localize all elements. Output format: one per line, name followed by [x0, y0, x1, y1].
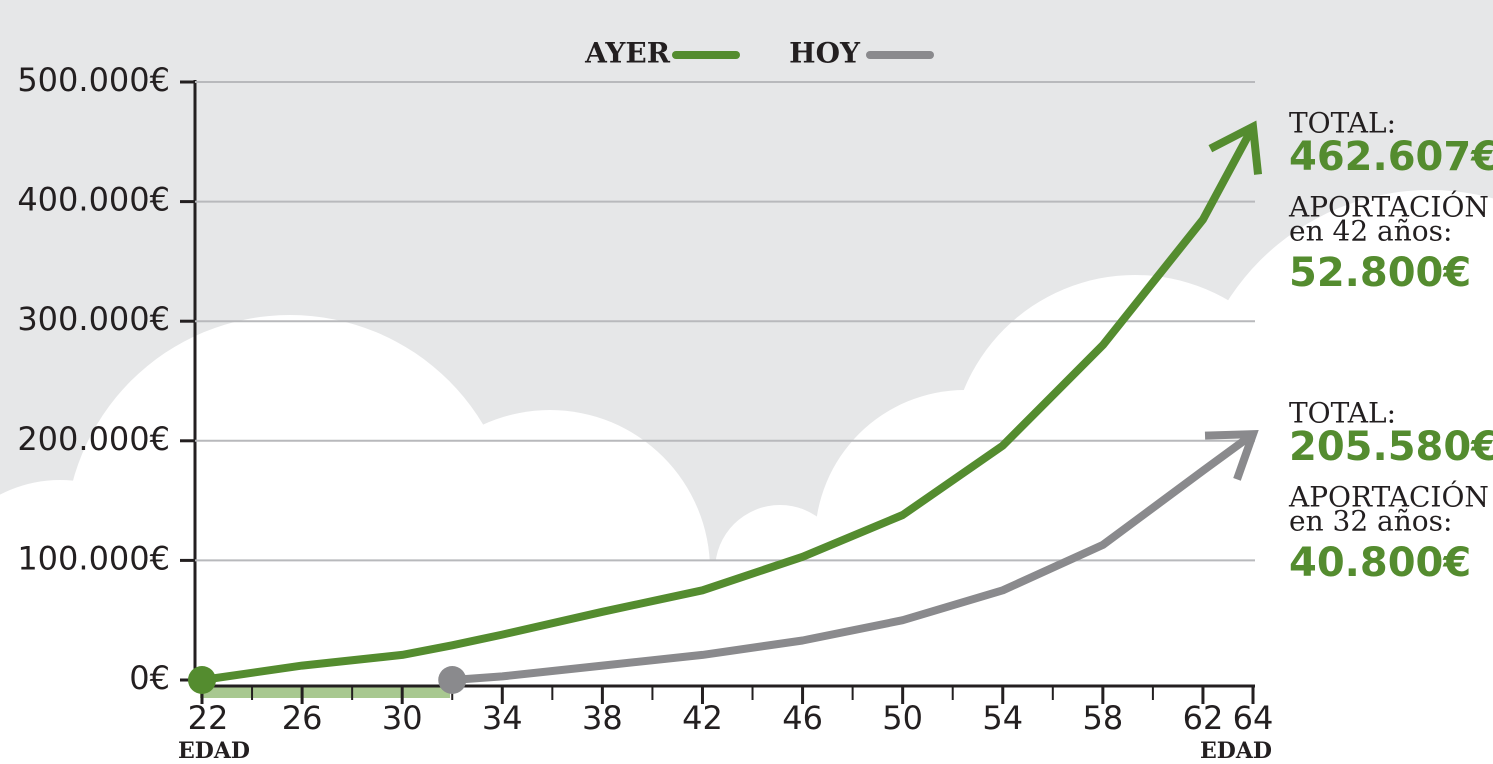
annotation: 52.800€ — [1289, 250, 1471, 296]
x-tick-label: 38 — [582, 699, 623, 737]
x-axis-label: EDAD — [1200, 738, 1272, 764]
x-tick-label: 50 — [882, 699, 923, 737]
series-line — [451, 430, 1256, 684]
arrow-head — [1204, 429, 1259, 481]
x-tick-label: 26 — [282, 699, 323, 737]
annotation: en 32 años: — [1289, 505, 1452, 538]
annotation: 40.800€ — [1289, 540, 1471, 586]
annotation: TOTAL: — [1289, 397, 1396, 430]
y-tick-label: 300.000€ — [17, 300, 170, 338]
start-point — [438, 666, 467, 694]
x-tick-label: 30 — [382, 699, 423, 737]
annotation: APORTACIÓN — [1288, 480, 1489, 514]
annotation: 462.607€ — [1289, 134, 1493, 180]
x-tick-label: 58 — [1082, 699, 1123, 737]
y-tick-label: 100.000€ — [17, 539, 170, 577]
legend-label: AYER — [584, 37, 671, 70]
y-tick-label: 400.000€ — [17, 181, 170, 219]
annotation: 205.580€ — [1289, 424, 1493, 470]
x-tick-label: 34 — [482, 699, 523, 737]
arrow-head — [1208, 120, 1263, 175]
y-tick-label: 0€ — [129, 659, 170, 697]
x-tick-label: 62 — [1183, 699, 1224, 737]
x-tick-label: 64 — [1233, 699, 1274, 737]
contribution-band — [200, 686, 450, 698]
clouds — [0, 190, 1493, 764]
annotation: en 42 años: — [1289, 215, 1452, 248]
annotation: APORTACIÓN — [1288, 190, 1489, 224]
x-axis-label: EDAD — [178, 738, 250, 764]
y-tick-label: 200.000€ — [17, 420, 170, 458]
x-tick-label: 46 — [782, 699, 823, 737]
legend-label: HOY — [789, 37, 861, 70]
x-tick-label: 54 — [982, 699, 1023, 737]
start-point — [188, 666, 216, 694]
series-line — [201, 124, 1257, 684]
x-tick-label: 22 — [188, 699, 229, 737]
annotation: TOTAL: — [1289, 107, 1396, 140]
x-tick-label: 42 — [682, 699, 723, 737]
y-tick-label: 500.000€ — [17, 61, 170, 99]
